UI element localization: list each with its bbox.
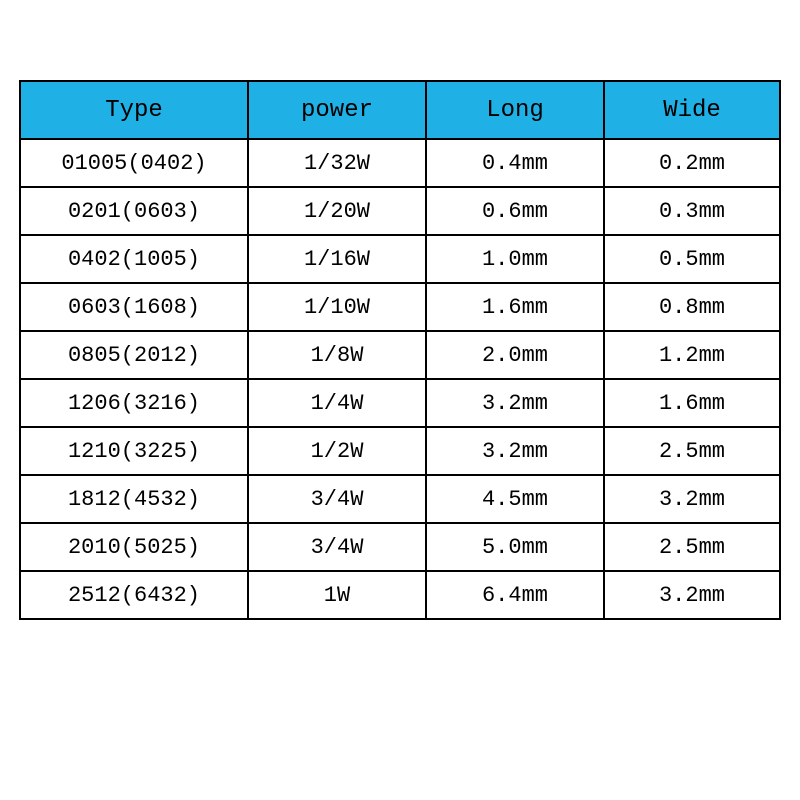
cell-wide: 1.2mm <box>604 331 780 379</box>
page: Type power Long Wide 01005(0402) 1/32W 0… <box>0 0 800 800</box>
col-header-long: Long <box>426 81 604 139</box>
cell-wide: 0.3mm <box>604 187 780 235</box>
col-header-type: Type <box>20 81 248 139</box>
cell-type: 0603(1608) <box>20 283 248 331</box>
table-header-row: Type power Long Wide <box>20 81 780 139</box>
cell-long: 1.6mm <box>426 283 604 331</box>
cell-type: 01005(0402) <box>20 139 248 187</box>
spec-table: Type power Long Wide 01005(0402) 1/32W 0… <box>19 80 781 620</box>
cell-long: 6.4mm <box>426 571 604 619</box>
cell-power: 1/20W <box>248 187 426 235</box>
table-row: 1206(3216) 1/4W 3.2mm 1.6mm <box>20 379 780 427</box>
table-row: 0603(1608) 1/10W 1.6mm 0.8mm <box>20 283 780 331</box>
cell-wide: 3.2mm <box>604 475 780 523</box>
cell-long: 2.0mm <box>426 331 604 379</box>
cell-type: 0201(0603) <box>20 187 248 235</box>
table-row: 1812(4532) 3/4W 4.5mm 3.2mm <box>20 475 780 523</box>
cell-long: 1.0mm <box>426 235 604 283</box>
cell-long: 5.0mm <box>426 523 604 571</box>
col-header-wide: Wide <box>604 81 780 139</box>
table-row: 0402(1005) 1/16W 1.0mm 0.5mm <box>20 235 780 283</box>
cell-power: 3/4W <box>248 475 426 523</box>
col-header-power: power <box>248 81 426 139</box>
cell-wide: 3.2mm <box>604 571 780 619</box>
cell-power: 1/8W <box>248 331 426 379</box>
cell-power: 1/10W <box>248 283 426 331</box>
cell-wide: 2.5mm <box>604 523 780 571</box>
cell-type: 2512(6432) <box>20 571 248 619</box>
cell-wide: 2.5mm <box>604 427 780 475</box>
cell-power: 1W <box>248 571 426 619</box>
cell-type: 1812(4532) <box>20 475 248 523</box>
cell-type: 2010(5025) <box>20 523 248 571</box>
cell-type: 0805(2012) <box>20 331 248 379</box>
cell-power: 1/32W <box>248 139 426 187</box>
table-row: 1210(3225) 1/2W 3.2mm 2.5mm <box>20 427 780 475</box>
cell-wide: 0.8mm <box>604 283 780 331</box>
cell-power: 1/4W <box>248 379 426 427</box>
table-row: 2512(6432) 1W 6.4mm 3.2mm <box>20 571 780 619</box>
cell-long: 4.5mm <box>426 475 604 523</box>
cell-type: 0402(1005) <box>20 235 248 283</box>
cell-wide: 0.2mm <box>604 139 780 187</box>
cell-power: 1/16W <box>248 235 426 283</box>
cell-type: 1210(3225) <box>20 427 248 475</box>
table-row: 0201(0603) 1/20W 0.6mm 0.3mm <box>20 187 780 235</box>
table-row: 01005(0402) 1/32W 0.4mm 0.2mm <box>20 139 780 187</box>
cell-long: 3.2mm <box>426 427 604 475</box>
cell-power: 1/2W <box>248 427 426 475</box>
cell-type: 1206(3216) <box>20 379 248 427</box>
cell-wide: 1.6mm <box>604 379 780 427</box>
cell-power: 3/4W <box>248 523 426 571</box>
cell-wide: 0.5mm <box>604 235 780 283</box>
table-row: 2010(5025) 3/4W 5.0mm 2.5mm <box>20 523 780 571</box>
cell-long: 0.4mm <box>426 139 604 187</box>
table-row: 0805(2012) 1/8W 2.0mm 1.2mm <box>20 331 780 379</box>
cell-long: 3.2mm <box>426 379 604 427</box>
cell-long: 0.6mm <box>426 187 604 235</box>
